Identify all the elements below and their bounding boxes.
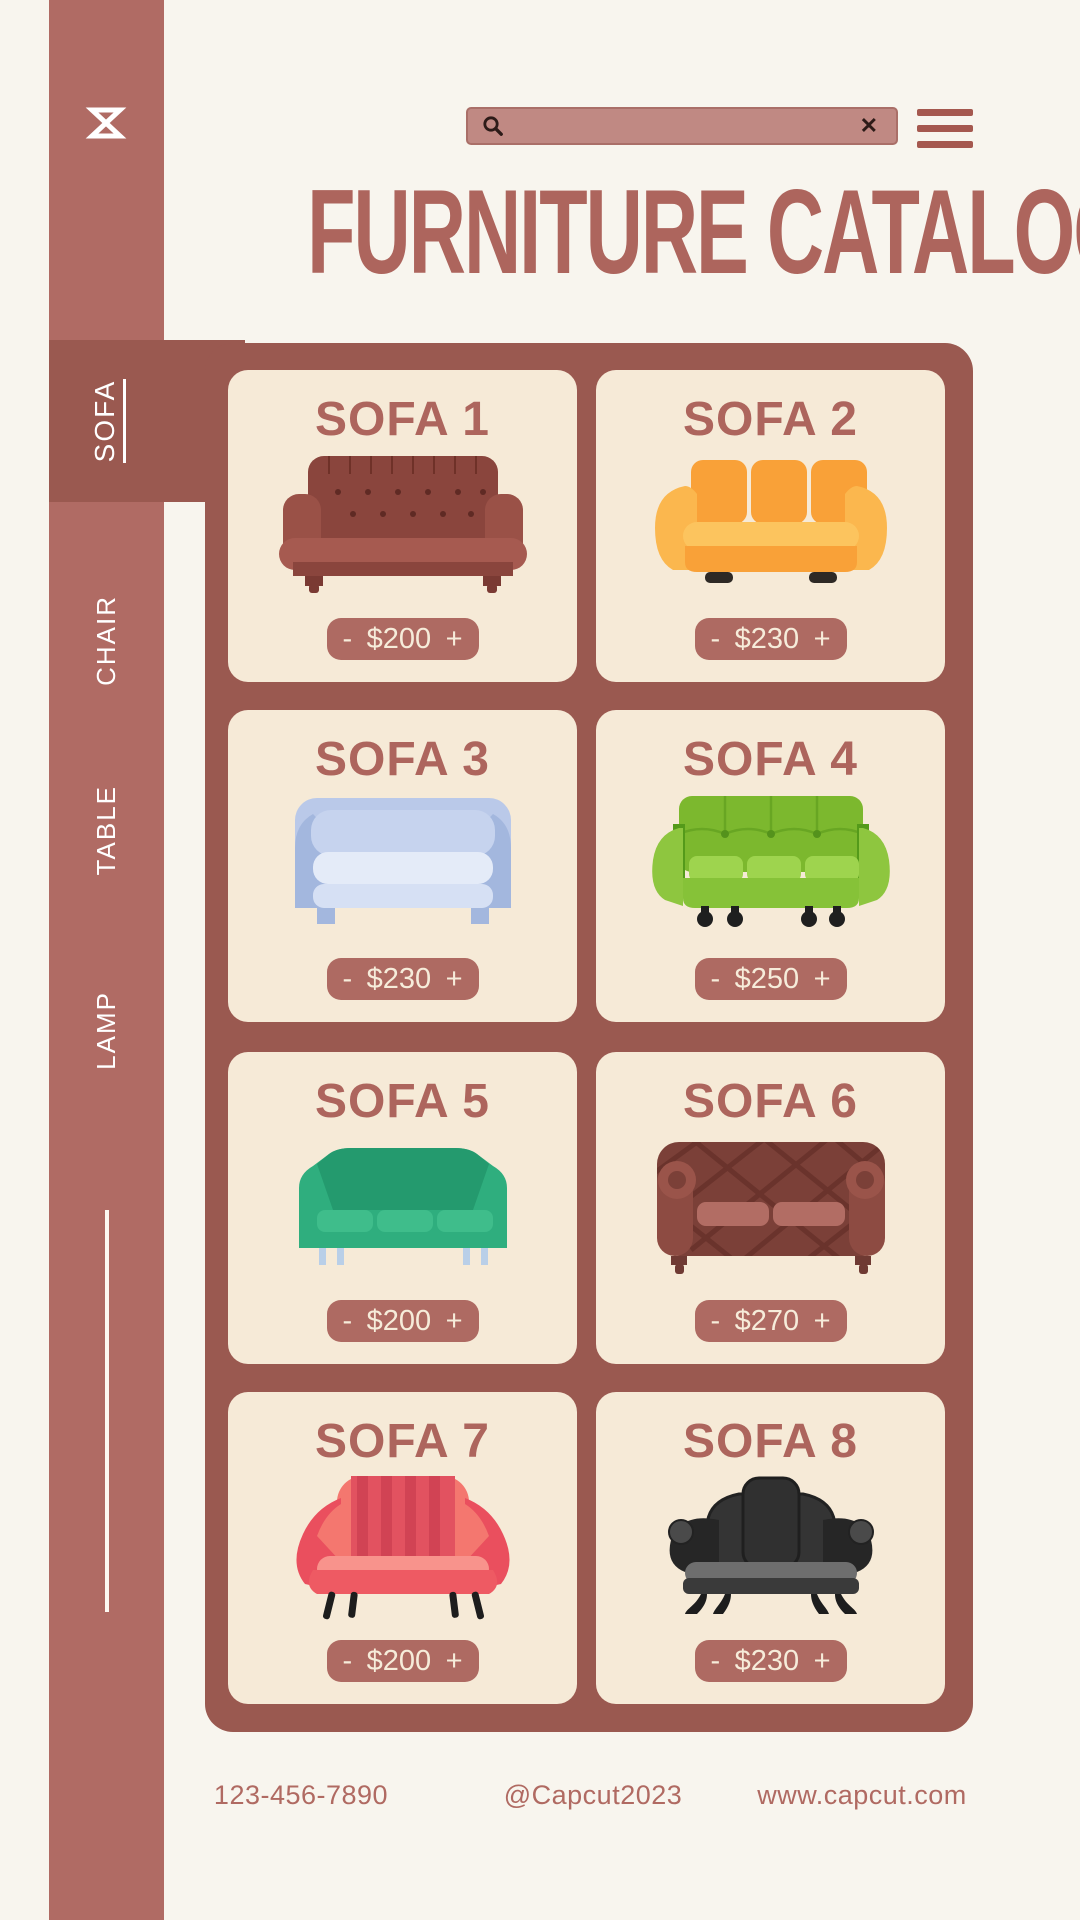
increase-price-button[interactable]: + bbox=[445, 1304, 463, 1337]
sofa-6-illustration bbox=[656, 1142, 885, 1274]
product-card-sofa-7: SOFA 7 bbox=[228, 1392, 577, 1704]
sofa-5-illustration bbox=[298, 1148, 507, 1265]
price-stepper: - $230 + bbox=[694, 618, 847, 660]
page-title: FURNITURE CATALOG bbox=[307, 165, 1080, 299]
price-stepper: - $200 + bbox=[326, 1640, 479, 1682]
price-value: $270 bbox=[734, 1304, 800, 1337]
product-card-sofa-6: SOFA 6 bbox=[596, 1052, 945, 1364]
product-card-sofa-1: SOFA 1 bbox=[228, 370, 577, 682]
increase-price-button[interactable]: + bbox=[813, 962, 831, 995]
increase-price-button[interactable]: + bbox=[813, 622, 831, 655]
price-value: $230 bbox=[734, 1644, 800, 1677]
hamburger-bar bbox=[917, 109, 973, 116]
decrease-price-button[interactable]: - bbox=[342, 1304, 353, 1337]
sofa-1-illustration bbox=[278, 456, 527, 593]
decrease-price-button[interactable]: - bbox=[342, 1644, 353, 1677]
decrease-price-button[interactable]: - bbox=[710, 1644, 721, 1677]
catalog-panel: SOFA 1 bbox=[205, 343, 973, 1732]
price-stepper: - $230 + bbox=[694, 1640, 847, 1682]
decrease-price-button[interactable]: - bbox=[342, 622, 353, 655]
increase-price-button[interactable]: + bbox=[813, 1304, 831, 1337]
search-icon bbox=[483, 116, 503, 136]
sidebar-item-lamp[interactable]: LAMP bbox=[49, 955, 164, 1105]
price-stepper: - $200 + bbox=[326, 1300, 479, 1342]
increase-price-button[interactable]: + bbox=[445, 962, 463, 995]
hamburger-bar bbox=[917, 141, 973, 148]
product-card-sofa-3: SOFA 3 - $230 + bbox=[228, 710, 577, 1022]
sofa-8-illustration bbox=[667, 1476, 874, 1614]
increase-price-button[interactable]: + bbox=[445, 1644, 463, 1677]
product-name: SOFA 2 bbox=[683, 393, 858, 446]
footer-website: www.capcut.com bbox=[757, 1780, 967, 1810]
hamburger-menu-icon[interactable] bbox=[917, 109, 973, 149]
decrease-price-button[interactable]: - bbox=[342, 962, 353, 995]
price-value: $230 bbox=[366, 962, 432, 995]
sidebar-item-lamp-label: LAMP bbox=[91, 990, 121, 1070]
footer-handle: @Capcut2023 bbox=[503, 1780, 683, 1810]
product-card-sofa-8: SOFA 8 - $230 bbox=[596, 1392, 945, 1704]
price-value: $200 bbox=[366, 1644, 432, 1677]
sofa-7-illustration bbox=[295, 1476, 510, 1620]
product-card-sofa-2: SOFA 2 - $230 + bbox=[596, 370, 945, 682]
decrease-price-button[interactable]: - bbox=[710, 962, 721, 995]
sofa-4-illustration bbox=[651, 796, 890, 927]
product-name: SOFA 1 bbox=[315, 393, 490, 446]
increase-price-button[interactable]: + bbox=[445, 622, 463, 655]
product-card-sofa-4: SOFA 4 bbox=[596, 710, 945, 1022]
price-value: $200 bbox=[366, 1304, 432, 1337]
sidebar-item-table[interactable]: TABLE bbox=[49, 755, 164, 905]
product-name: SOFA 6 bbox=[683, 1075, 858, 1128]
product-name: SOFA 8 bbox=[683, 1415, 858, 1468]
search-input[interactable] bbox=[512, 113, 854, 139]
decrease-price-button[interactable]: - bbox=[710, 1304, 721, 1337]
sidebar-item-sofa-label: SOFA bbox=[89, 379, 120, 463]
product-name: SOFA 4 bbox=[683, 733, 858, 786]
product-name: SOFA 7 bbox=[315, 1415, 490, 1468]
price-stepper: - $230 + bbox=[326, 958, 479, 1000]
increase-price-button[interactable]: + bbox=[813, 1644, 831, 1677]
sofa-3-illustration bbox=[294, 798, 511, 924]
price-stepper: - $200 + bbox=[326, 618, 479, 660]
product-name: SOFA 5 bbox=[315, 1075, 490, 1128]
product-card-sofa-5: SOFA 5 - $200 + bbox=[228, 1052, 577, 1364]
close-icon[interactable]: ✕ bbox=[854, 114, 884, 138]
price-stepper: - $250 + bbox=[694, 958, 847, 1000]
hamburger-bar bbox=[917, 125, 973, 132]
product-name: SOFA 3 bbox=[315, 733, 490, 786]
capcut-logo-icon bbox=[85, 107, 127, 139]
price-stepper: - $270 + bbox=[694, 1300, 847, 1342]
sidebar-item-chair[interactable]: CHAIR bbox=[49, 565, 164, 715]
sidebar-item-table-label: TABLE bbox=[91, 784, 121, 876]
decrease-price-button[interactable]: - bbox=[710, 622, 721, 655]
price-value: $230 bbox=[734, 622, 800, 655]
sofa-2-illustration bbox=[654, 460, 887, 583]
footer-phone: 123-456-7890 bbox=[213, 1780, 389, 1810]
price-value: $250 bbox=[734, 962, 800, 995]
sidebar-item-chair-label: CHAIR bbox=[91, 594, 121, 686]
search-bar: ✕ bbox=[466, 107, 898, 145]
active-tab-underline bbox=[123, 379, 126, 463]
price-value: $200 bbox=[366, 622, 432, 655]
sidebar-divider-line bbox=[105, 1210, 109, 1612]
